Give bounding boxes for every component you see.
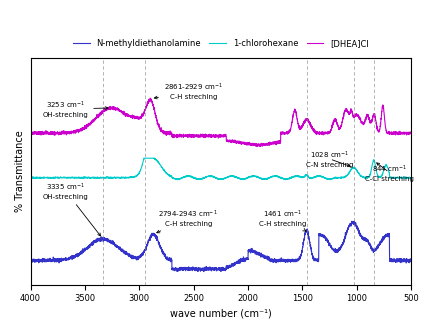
1-chlorohexane (379, 174, 385, 178)
N-methyldiethanolamine (165, 258, 171, 262)
Text: 1028 cm$^{-1}$
C-N streching: 1028 cm$^{-1}$ C-N streching (306, 150, 353, 168)
[DHEA]Cl (255, 144, 260, 148)
1-chlorohexane (254, 175, 259, 179)
Line: 1-chlorohexane: 1-chlorohexane (30, 158, 411, 180)
N-methyldiethanolamine (351, 219, 356, 223)
X-axis label: wave number (cm⁻¹): wave number (cm⁻¹) (170, 309, 272, 319)
N-methyldiethanolamine (207, 267, 213, 271)
[DHEA]Cl (148, 96, 153, 100)
Text: 1461 cm$^{-1}$
C-H streching: 1461 cm$^{-1}$ C-H streching (259, 208, 306, 231)
1-chlorohexane (107, 175, 112, 179)
Legend: N-methyldiethanolamine, 1-chlorohexane, [DHEA]Cl: N-methyldiethanolamine, 1-chlorohexane, … (70, 35, 372, 51)
1-chlorohexane (166, 172, 171, 176)
[DHEA]Cl (107, 107, 112, 111)
N-methyldiethanolamine (107, 239, 112, 243)
1-chlorohexane (28, 176, 33, 180)
1-chlorohexane (283, 178, 288, 182)
1-chlorohexane (270, 174, 275, 178)
Y-axis label: % Transmittance: % Transmittance (15, 131, 25, 212)
Text: 3253 cm$^{-1}$
OH-streching: 3253 cm$^{-1}$ OH-streching (43, 100, 108, 118)
[DHEA]Cl (207, 134, 213, 138)
[DHEA]Cl (254, 142, 259, 146)
N-methyldiethanolamine (408, 259, 414, 263)
N-methyldiethanolamine (270, 259, 275, 263)
N-methyldiethanolamine (201, 270, 206, 274)
[DHEA]Cl (28, 132, 33, 136)
Line: [DHEA]Cl: [DHEA]Cl (30, 98, 411, 146)
Text: 844 cm$^{-1}$
C-Cl streching: 844 cm$^{-1}$ C-Cl streching (365, 163, 414, 182)
Text: 2861-2929 cm$^{-1}$
C-H streching: 2861-2929 cm$^{-1}$ C-H streching (155, 82, 224, 100)
N-methyldiethanolamine (379, 239, 385, 243)
[DHEA]Cl (166, 132, 171, 136)
[DHEA]Cl (408, 131, 414, 135)
N-methyldiethanolamine (28, 258, 33, 262)
Line: N-methyldiethanolamine: N-methyldiethanolamine (30, 221, 411, 272)
N-methyldiethanolamine (254, 249, 259, 254)
Text: 2794-2943 cm$^{-1}$
C-H streching: 2794-2943 cm$^{-1}$ C-H streching (157, 208, 218, 233)
1-chlorohexane (408, 176, 414, 180)
1-chlorohexane (141, 156, 147, 160)
[DHEA]Cl (379, 110, 385, 114)
1-chlorohexane (207, 174, 213, 178)
[DHEA]Cl (270, 142, 275, 146)
Text: 3335 cm$^{-1}$
OH-streching: 3335 cm$^{-1}$ OH-streching (43, 181, 101, 236)
